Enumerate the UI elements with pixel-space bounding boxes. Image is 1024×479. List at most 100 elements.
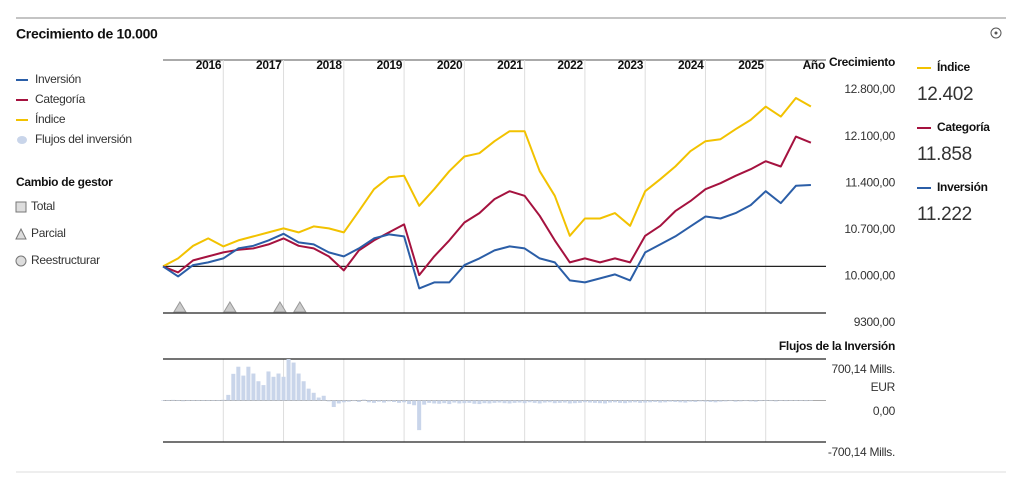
flow-bar (341, 400, 346, 403)
x-tick-label: 2019 (377, 58, 403, 72)
flow-bar (718, 400, 723, 402)
flow-bar (412, 400, 417, 406)
flow-bar (743, 400, 748, 402)
x-tick-label: 2017 (256, 58, 282, 72)
flow-bar (472, 400, 477, 404)
flow-bar (447, 400, 452, 405)
flow-bar (301, 381, 306, 401)
legend-label: Flujos del inversión (35, 132, 132, 146)
flow-bar (407, 400, 412, 405)
flow-bar (793, 400, 798, 401)
flow-bar (477, 400, 482, 405)
flow-bar (803, 400, 808, 402)
flow-bar (246, 366, 251, 401)
legend-name: Categoría (937, 120, 990, 134)
flow-bar (592, 400, 597, 403)
flow-bar (231, 373, 236, 401)
latest-value: 12.402 (917, 84, 973, 105)
x-tick-label: 2023 (618, 58, 644, 72)
flow-bar (557, 400, 562, 403)
flows-title: Flujos de la Inversión (779, 339, 895, 353)
flow-bar (773, 400, 778, 402)
flow-bar (321, 395, 326, 401)
flow-bar (783, 400, 788, 402)
flow-bar (306, 388, 311, 401)
flow-bar (688, 400, 693, 402)
flow-bar (226, 394, 231, 401)
flow-bar (582, 400, 587, 403)
x-tick-label: 2025 (738, 58, 764, 72)
legend-swatch (15, 227, 27, 240)
flow-bar (316, 397, 321, 401)
flow-bar (346, 400, 351, 402)
flow-bar (683, 400, 688, 403)
flow-bar (788, 400, 793, 401)
x-tick-label: 2018 (316, 58, 342, 72)
flow-bar (196, 400, 201, 401)
settings-icon[interactable] (990, 27, 1002, 39)
flow-bar (613, 400, 618, 403)
flow-bar (387, 400, 392, 402)
flow-bar (648, 400, 653, 403)
manager-change-marker (273, 301, 287, 313)
legend-swatch (15, 255, 27, 267)
flow-bar (602, 400, 607, 404)
manager-change-marker (292, 301, 307, 313)
flow-bar (653, 400, 658, 402)
flow-bar (808, 400, 813, 401)
flow-bar (381, 400, 387, 403)
flow-bar (166, 400, 171, 401)
x-tick-label: 2021 (497, 58, 523, 72)
flow-bar (291, 362, 296, 401)
flow-bar (336, 400, 341, 404)
y-tick-label: 700,14 Mills. EUR (831, 362, 896, 394)
flow-bar (281, 376, 286, 401)
y-tick-label: -700,14 Mills. (827, 445, 895, 459)
flow-bar (698, 400, 703, 402)
flow-bar (392, 400, 397, 402)
flow-bar (271, 376, 276, 401)
flow-bar (748, 400, 753, 402)
legend-label: Índice (35, 111, 66, 126)
flow-bar (728, 400, 733, 402)
flow-bar (487, 400, 492, 404)
flow-bar (768, 400, 773, 402)
y-tick-label: 10.700,00 (844, 222, 895, 236)
y-tick-label: 12.100,00 (844, 129, 895, 143)
legend-name: Inversión (937, 180, 988, 194)
flow-bar (678, 400, 683, 403)
flow-bar (668, 400, 673, 402)
flow-bar (160, 400, 166, 401)
flow-bar (517, 400, 522, 403)
flow-bar (572, 400, 577, 404)
flow-bar (507, 400, 512, 404)
flow-bar (663, 400, 668, 403)
flow-bar (703, 400, 708, 402)
flow-bar (251, 373, 256, 401)
manager-change-marker (223, 301, 237, 313)
flow-bar (618, 400, 623, 403)
flow-bar (366, 400, 371, 403)
flow-bar (628, 400, 633, 403)
series-line (162, 97, 812, 268)
legend-name: Índice (937, 59, 971, 74)
flow-bar (326, 400, 331, 402)
flow-bar (331, 400, 336, 408)
flow-bar (532, 400, 537, 403)
flow-bar (181, 400, 186, 402)
manager-change-marker (172, 301, 187, 313)
flow-bar (417, 400, 422, 431)
flow-bar (467, 400, 472, 403)
y-tick-label: 11.400,00 (845, 175, 895, 189)
y-axis-label: Crecimiento (829, 55, 895, 69)
flow-bar (437, 400, 442, 404)
flow-bar (733, 400, 738, 402)
manager-title: Cambio de gestor (16, 175, 113, 189)
flow-bar (462, 400, 467, 404)
y-tick-label: 9300,00 (854, 315, 896, 329)
flow-bar (402, 400, 407, 403)
x-tick-label: 2022 (557, 58, 583, 72)
x-tick-label: 2016 (196, 58, 222, 72)
